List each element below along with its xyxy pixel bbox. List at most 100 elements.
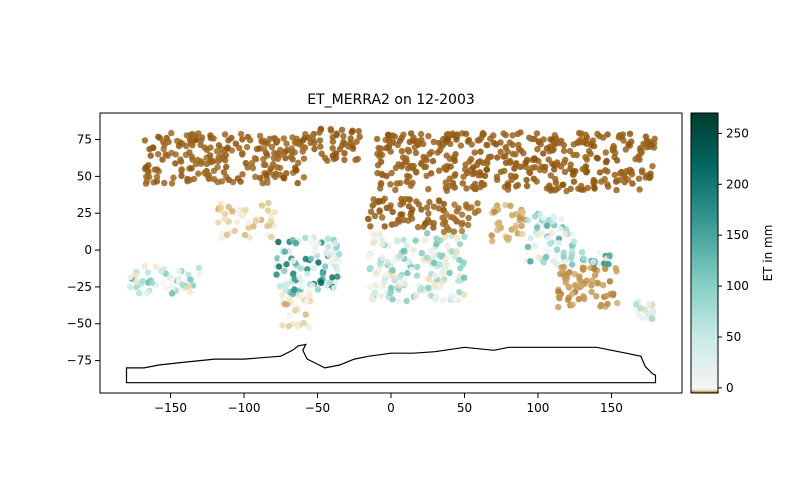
data-point [311, 248, 319, 255]
data-point [406, 173, 413, 180]
data-point [565, 283, 573, 290]
data-point [141, 137, 149, 144]
data-point [159, 156, 166, 163]
data-point [302, 255, 309, 263]
data-point [523, 176, 530, 184]
x-tick-label: −100 [228, 401, 261, 415]
data-point [336, 145, 344, 153]
data-point [488, 232, 495, 239]
data-point [562, 230, 569, 237]
data-point [583, 140, 590, 147]
data-point [354, 155, 361, 163]
data-point [168, 149, 175, 156]
data-point [289, 156, 296, 163]
data-point [403, 297, 410, 305]
data-point [605, 183, 612, 190]
data-point [366, 283, 374, 290]
data-point [347, 135, 354, 142]
data-point [611, 171, 618, 179]
data-point [566, 147, 574, 155]
data-point [483, 166, 491, 173]
data-point [540, 215, 547, 222]
data-point [459, 219, 466, 227]
data-point [249, 164, 257, 172]
data-point [283, 261, 290, 268]
data-point [217, 204, 225, 211]
data-point [588, 288, 595, 296]
data-point [264, 222, 271, 230]
et-points-layer [126, 125, 658, 331]
data-point [377, 260, 384, 268]
data-point [382, 271, 389, 279]
data-point [404, 165, 412, 172]
data-point [490, 132, 497, 139]
data-point [430, 224, 437, 231]
data-point [283, 140, 290, 147]
data-point [379, 214, 386, 221]
data-point [318, 150, 325, 157]
data-point [468, 155, 475, 163]
data-point [426, 150, 433, 158]
data-point [302, 234, 309, 241]
data-point [275, 238, 282, 246]
data-point [195, 264, 203, 271]
data-point [584, 184, 591, 192]
data-point [406, 258, 413, 266]
data-point [329, 145, 336, 152]
data-point [550, 215, 558, 222]
data-point [552, 175, 559, 183]
data-point [388, 169, 395, 177]
data-point [479, 181, 486, 188]
data-point [471, 209, 479, 216]
data-point [145, 169, 152, 176]
data-point [323, 249, 330, 257]
data-point [626, 130, 634, 137]
data-point [512, 183, 520, 190]
region-southern-south-america [279, 291, 314, 331]
data-point [159, 278, 167, 286]
data-point [168, 283, 175, 290]
data-point [451, 157, 458, 164]
data-point [500, 153, 507, 160]
data-point [369, 296, 377, 303]
data-point [177, 158, 185, 165]
data-point [621, 179, 628, 186]
data-point [225, 137, 232, 144]
data-point [374, 150, 381, 158]
data-point [144, 289, 151, 297]
data-point [507, 202, 514, 209]
data-point [579, 165, 586, 173]
data-point [389, 267, 396, 274]
data-point [271, 208, 278, 216]
data-point [414, 263, 421, 271]
data-point [540, 259, 547, 266]
data-point [406, 196, 413, 203]
data-point [239, 171, 246, 178]
data-point [465, 214, 472, 222]
data-point [412, 149, 420, 157]
data-point [157, 267, 165, 275]
data-point [225, 203, 232, 211]
x-tick-label: 0 [387, 401, 395, 415]
data-point [324, 235, 332, 242]
data-point [423, 254, 431, 261]
antarctica-coastline [125, 343, 657, 384]
data-point [426, 219, 433, 226]
data-point [528, 164, 536, 171]
data-point [299, 283, 306, 290]
data-point [294, 324, 301, 331]
data-point [495, 219, 503, 226]
data-point [268, 143, 276, 151]
data-point [442, 233, 449, 241]
data-point [579, 264, 586, 271]
data-point [386, 204, 393, 211]
data-point [197, 141, 204, 149]
data-point [553, 246, 561, 253]
data-point [591, 184, 598, 191]
data-point [142, 164, 150, 171]
data-point [161, 141, 168, 148]
data-point [556, 295, 563, 302]
data-point [425, 186, 432, 193]
data-point [218, 155, 225, 163]
data-point [213, 148, 221, 155]
